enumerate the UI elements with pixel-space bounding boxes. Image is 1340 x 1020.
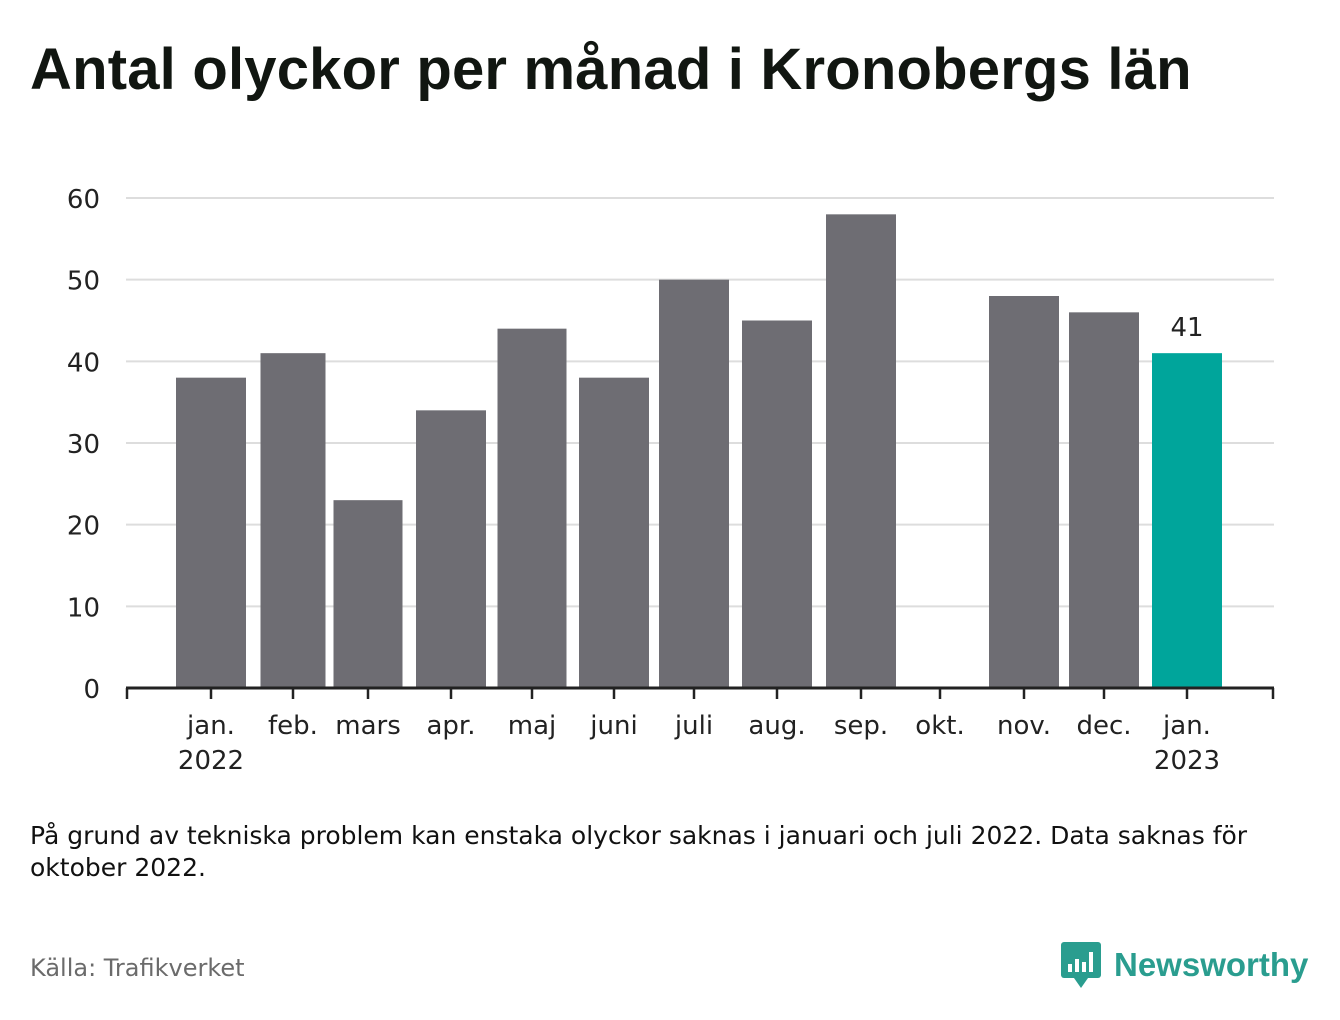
bar (416, 410, 486, 688)
x-tick-label: nov. (997, 711, 1051, 741)
bar (1069, 312, 1139, 688)
y-tick-label: 40 (67, 348, 100, 378)
x-tick-label: juni (589, 711, 637, 741)
x-tick-label: sep. (834, 711, 888, 741)
chart-title: Antal olyckor per månad i Kronobergs län (30, 37, 1192, 102)
bar (176, 377, 246, 688)
x-tick-label: jan. (1162, 711, 1211, 741)
x-tick-label: mars (335, 711, 401, 741)
x-tick-label: okt. (915, 711, 964, 741)
x-tick-label: jan. (186, 711, 235, 741)
x-tick-label: maj (508, 711, 556, 741)
bar (742, 320, 812, 688)
y-tick-label: 20 (67, 512, 100, 542)
newsworthy-logo-icon (1061, 942, 1101, 988)
x-tick-label: feb. (268, 711, 318, 741)
bar (497, 328, 567, 688)
x-tick-label: juli (674, 711, 713, 741)
x-axis (125, 686, 1275, 699)
x-tick-label: apr. (426, 711, 475, 741)
axis-labels: 0 10 20 30 40 50 60 41 jan. 2022 feb. mars apr. maj ju… (67, 185, 1220, 776)
source-label: Källa: Trafikverket (30, 954, 245, 982)
bar (260, 353, 326, 688)
x-tick-label: 2022 (178, 746, 244, 776)
y-tick-label: 30 (67, 430, 100, 460)
data-label: 41 (1170, 313, 1203, 343)
x-tick-label: dec. (1076, 711, 1131, 741)
bars (176, 214, 1222, 688)
bar-highlight (1152, 353, 1222, 688)
bar (659, 279, 729, 688)
y-tick-label: 10 (67, 593, 100, 623)
bar (826, 214, 896, 688)
brand-name: Newsworthy (1114, 946, 1309, 983)
x-tick-label: 2023 (1154, 746, 1220, 776)
footnote: På grund av tekniska problem kan enstaka… (30, 821, 1248, 882)
bar (989, 296, 1059, 688)
bar (579, 377, 649, 688)
brand-logo: Newsworthy (1060, 940, 1308, 990)
y-tick-label: 0 (83, 675, 100, 705)
y-tick-label: 60 (67, 185, 100, 215)
x-tick-label: aug. (748, 711, 805, 741)
bar-chart: 0 10 20 30 40 50 60 41 jan. 2022 feb. mars apr. maj ju… (67, 185, 1275, 776)
bar (333, 500, 403, 688)
y-tick-label: 50 (67, 267, 100, 297)
